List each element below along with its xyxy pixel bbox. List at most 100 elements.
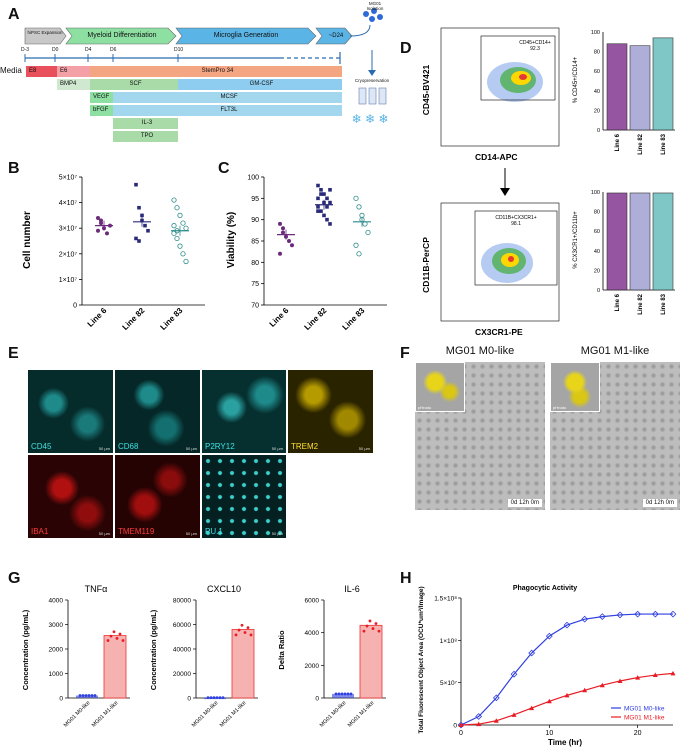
f-title-m1: MG01 M1-like: [580, 345, 650, 357]
c-point: [322, 192, 326, 196]
g-point: [221, 696, 225, 700]
g-point: [218, 696, 222, 700]
f-title-m0: MG01 M0-like: [445, 345, 515, 357]
b-ytick-label: 1×10⁷: [59, 277, 78, 284]
g-point: [365, 624, 369, 628]
c-ytick-label: 90: [251, 217, 259, 224]
c-point: [281, 230, 285, 235]
b-point: [183, 225, 189, 231]
media-mcsf: MCSF: [113, 92, 342, 103]
d1-ytick-label: 100: [591, 30, 600, 36]
timeline-arrows-svg: ❄ ❄ ❄: [24, 8, 388, 126]
c-point: [319, 192, 323, 196]
flow2-gate-value: 98.1: [511, 221, 521, 227]
g-ytick-label: 2000: [305, 663, 320, 670]
g-point: [109, 634, 113, 638]
d2-xtick-label: Line 83: [661, 293, 667, 314]
c-point: [325, 217, 329, 222]
b-point: [180, 251, 186, 257]
b-point: [180, 220, 186, 226]
panel-b-chart: Cell number 5×10⁷ 4×10⁷ 3×10⁷ 2×10⁷ 1×10⁷ 0 Li…: [22, 175, 205, 332]
h-xlabel: Time (hr): [548, 738, 582, 747]
stage-microglia-arrow: [175, 27, 317, 45]
g-bar: [103, 635, 127, 699]
d1-xtick-label: Line 83: [661, 133, 667, 154]
c-ytick-label: 80: [251, 260, 259, 267]
b-point: [105, 231, 109, 236]
h-point: [599, 682, 605, 688]
day-label: D-3: [21, 47, 30, 53]
day-label: D10: [174, 47, 184, 53]
h-xtick-label: 20: [634, 730, 642, 737]
g-bar: [332, 693, 354, 698]
g-ylabel: Concentration (pg/mL): [21, 609, 30, 690]
cryopreservation-label: Cryopreservation: [354, 78, 390, 83]
panel-g-charts: TNFα Concentration (pg/mL) 0 1000 2000 3000 40…: [21, 584, 386, 729]
media-scf: SCF: [90, 79, 178, 90]
g-ytick-label: 1000: [49, 671, 64, 678]
c-point: [356, 251, 362, 257]
g-point: [337, 692, 341, 696]
g-point: [249, 633, 253, 637]
d1-bar: [606, 43, 628, 131]
stain-p2ry12: P2RY12 50 µm: [202, 370, 286, 453]
c-point: [278, 251, 282, 256]
h-ytick-label: 0: [453, 723, 457, 730]
c-point: [325, 196, 329, 201]
b-xtick-label: Line 6: [86, 306, 109, 329]
panel-label-c: C: [218, 160, 230, 177]
b-point: [183, 258, 189, 265]
c-point: [353, 195, 359, 201]
d1-bar: [629, 45, 651, 131]
g-ytick-label: 0: [59, 696, 63, 703]
d2-xtick-label: Line 6: [615, 293, 621, 311]
g-point: [237, 628, 241, 632]
h-point: [616, 611, 624, 619]
media-bfgf: bFGF: [90, 105, 113, 116]
stage-myeloid-arrow: [65, 27, 177, 45]
stage-myeloid-label: Myeloid Differentiation: [87, 32, 157, 39]
d2-ytick-label: 60: [594, 229, 600, 235]
flow-plot-1: CD45-BV421 CD45+CD14+ 92.3 CD14-APC: [421, 27, 560, 162]
panel-label-f: F: [400, 345, 410, 362]
stain-iba1: IBA1 50 µm: [28, 455, 113, 538]
g-point: [106, 639, 110, 642]
panel-label-e: E: [8, 345, 19, 362]
c-point: [316, 196, 320, 201]
h-point: [563, 621, 571, 629]
b-xtick-label: Line 82: [121, 306, 147, 332]
g-ytick-label: 3000: [49, 622, 64, 629]
h-series-line: [460, 613, 673, 726]
panel-label-a: A: [8, 6, 20, 23]
g-point: [206, 696, 210, 700]
b-point: [146, 228, 150, 233]
media-gmcsf: GM-CSF: [178, 79, 342, 90]
h-point: [651, 610, 659, 618]
g-xtick-label: MG01 M1-like: [219, 700, 247, 728]
h-point: [528, 649, 536, 657]
stage-d24-arrow: [315, 27, 353, 45]
g-ytick-label: 4000: [49, 598, 64, 605]
g-point: [121, 639, 125, 642]
c-xtick-label: Line 83: [341, 306, 367, 332]
h-point: [598, 613, 606, 621]
c-xtick-label: Line 82: [303, 306, 329, 332]
g-title: IL-6: [344, 584, 360, 594]
h-point: [529, 705, 535, 711]
c-point: [365, 229, 371, 236]
flow1-gate: [480, 35, 556, 101]
c-ytick-label: 95: [251, 196, 259, 203]
b-point: [143, 223, 147, 228]
g-ytick-label: 20000: [173, 671, 191, 678]
g-point: [346, 692, 350, 696]
g-point: [215, 696, 219, 700]
b-point: [171, 197, 177, 203]
g-bar: [76, 695, 98, 698]
d1-ytick-label: 60: [594, 69, 600, 75]
g-point: [78, 694, 82, 697]
h-point: [511, 712, 517, 717]
c-ytick-label: 85: [251, 239, 259, 246]
h-point: [510, 670, 518, 678]
g-bar: [359, 624, 383, 699]
h-xtick-label: 0: [459, 730, 463, 737]
